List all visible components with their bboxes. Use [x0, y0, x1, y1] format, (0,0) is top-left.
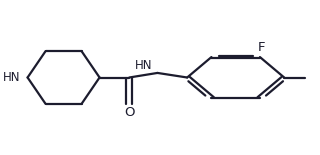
Text: O: O — [124, 106, 134, 119]
Text: HN: HN — [135, 59, 152, 72]
Text: HN: HN — [3, 71, 20, 84]
Text: F: F — [258, 41, 265, 54]
